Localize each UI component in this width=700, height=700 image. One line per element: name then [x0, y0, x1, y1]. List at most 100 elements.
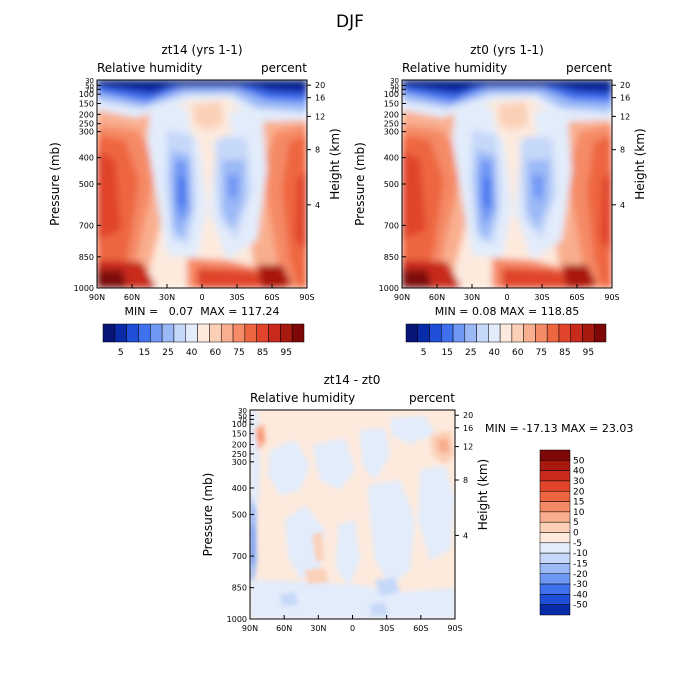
- colorbar-swatch: [197, 323, 210, 343]
- colorbar-swatch: [280, 323, 293, 343]
- x-tick-label: 30N: [159, 293, 175, 302]
- colorbar-swatch: [126, 323, 139, 343]
- colorbar-swatch: [452, 323, 466, 343]
- colorbar-label: 30: [573, 477, 585, 487]
- colorbar-swatch: [539, 501, 571, 513]
- colorbar-label: 25: [162, 348, 173, 358]
- contour-region: [282, 135, 307, 288]
- x-tick-label: 90S: [604, 293, 619, 302]
- y-tick-label: 150: [79, 100, 94, 109]
- colorbar-swatch: [209, 323, 222, 343]
- y-tick-label: 30: [390, 77, 399, 85]
- panel-zt14-left-label: Relative humidity: [97, 61, 202, 75]
- y-tick-label: 500: [232, 511, 247, 520]
- y-tick-label: 50: [85, 82, 94, 90]
- colorbar-label: 5: [573, 518, 579, 528]
- contour-region: [498, 102, 528, 130]
- x-tick-label: 60N: [429, 293, 445, 302]
- colorbar-label: 40: [489, 348, 501, 358]
- contour-region: [532, 175, 544, 200]
- height-tick-label: 16: [620, 94, 630, 103]
- y-tick-label: 150: [384, 100, 399, 109]
- x-tick-label: 60S: [569, 293, 584, 302]
- x-tick-label: 90N: [242, 624, 258, 633]
- contour-region: [295, 170, 307, 250]
- colorbar-label: 85: [257, 348, 268, 358]
- right-axis-title: Height (km): [328, 128, 342, 199]
- colorbar-swatch: [464, 323, 477, 343]
- colorbar-swatch: [570, 323, 583, 343]
- contour-region: [97, 150, 121, 240]
- colorbar-swatch: [185, 323, 198, 343]
- contour-region: [562, 265, 597, 288]
- colorbar-label: 40: [186, 348, 198, 358]
- y-tick-label: 250: [384, 120, 399, 129]
- colorbar-label: 25: [465, 348, 476, 358]
- y-tick-label: 30: [238, 407, 247, 415]
- contour-region: [402, 150, 426, 240]
- colorbar-swatch: [539, 594, 571, 605]
- right-axis-title: Height (km): [476, 459, 490, 530]
- colorbar-swatch: [593, 323, 607, 343]
- colorbar-label: 15: [139, 348, 150, 358]
- colorbar-swatch: [546, 323, 560, 343]
- x-tick-label: 0: [350, 624, 355, 633]
- panel-zt0-title: zt0 (yrs 1-1): [470, 43, 544, 57]
- y-tick-label: 1000: [74, 284, 94, 293]
- colorbar-label: 15: [441, 348, 452, 358]
- y-axis-title: Pressure (mb): [48, 142, 62, 226]
- y-tick-label: 100: [79, 90, 94, 99]
- y-tick-label: 50: [390, 82, 399, 90]
- panel-diff-left-label: Relative humidity: [250, 391, 355, 405]
- contour-region: [227, 175, 239, 200]
- y-tick-label: 70: [85, 86, 94, 94]
- y-tick-label: 850: [384, 253, 399, 262]
- panel-diff-stats: MIN = -17.13 MAX = 23.03: [485, 422, 633, 435]
- colorbar-label: -50: [573, 601, 588, 611]
- y-tick-label: 200: [79, 110, 94, 119]
- colorbar-swatch: [539, 542, 571, 554]
- panel-diff: zt14 - zt0 Relative humidity percent: [201, 373, 633, 633]
- height-tick-label: 8: [463, 476, 468, 485]
- y-tick-label: 500: [384, 180, 399, 189]
- height-tick-label: 8: [315, 146, 320, 155]
- panel-zt0-stats: MIN = 0.08 MAX = 118.85: [435, 305, 579, 318]
- colorbar-label: 75: [536, 348, 547, 358]
- height-tick-label: 12: [620, 112, 630, 121]
- colorbar-swatch: [499, 323, 513, 343]
- contour-region: [600, 170, 612, 250]
- colorbar-label: 95: [583, 348, 594, 358]
- height-tick-label: 12: [315, 112, 325, 121]
- panel-zt14-right-label: percent: [261, 61, 307, 75]
- contour-region: [179, 175, 185, 208]
- colorbar-swatch: [114, 323, 127, 343]
- colorbar-label: 85: [559, 348, 570, 358]
- height-tick-label: 16: [463, 424, 473, 433]
- colorbar-swatch: [539, 480, 571, 492]
- contour-region: [484, 175, 490, 208]
- colorbar-swatch: [232, 323, 246, 343]
- y-tick-label: 200: [232, 440, 247, 449]
- colorbar-swatch: [441, 323, 454, 343]
- x-tick-label: 90N: [89, 293, 105, 302]
- x-tick-label: 30S: [379, 624, 394, 633]
- height-tick-label: 20: [315, 81, 325, 90]
- height-tick-label: 8: [620, 146, 625, 155]
- y-tick-label: 300: [384, 128, 399, 137]
- height-tick-label: 12: [463, 443, 473, 452]
- colorbar-label: 95: [281, 348, 292, 358]
- colorbar-label: 40: [573, 467, 585, 477]
- y-tick-label: 850: [232, 584, 247, 593]
- colorbar-swatch: [539, 449, 571, 461]
- panel-zt14: zt14 (yrs 1-1) Relative humidity percent…: [48, 43, 342, 358]
- colorbar-swatch: [539, 532, 571, 544]
- x-tick-label: 30N: [464, 293, 480, 302]
- x-tick-label: 90S: [447, 624, 462, 633]
- x-tick-label: 0: [504, 293, 509, 302]
- y-tick-label: 700: [79, 221, 94, 230]
- colorbar-swatch: [539, 583, 571, 595]
- colorbar-swatch: [539, 552, 571, 564]
- colorbar-swatch: [539, 604, 571, 616]
- x-tick-label: 60N: [124, 293, 140, 302]
